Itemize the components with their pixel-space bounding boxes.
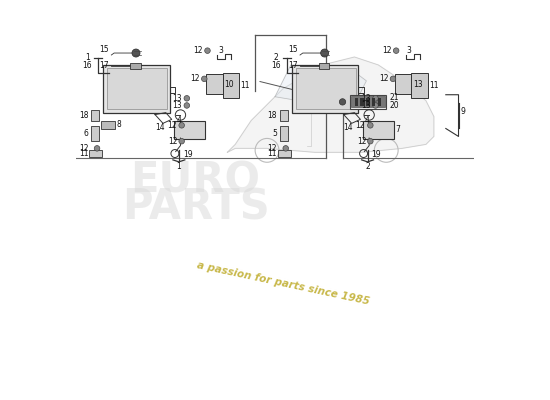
Text: 6: 6 (84, 129, 89, 138)
Text: 11: 11 (240, 81, 250, 90)
FancyBboxPatch shape (90, 150, 102, 158)
Text: 18: 18 (267, 111, 277, 120)
Circle shape (390, 76, 396, 82)
Text: 15: 15 (100, 44, 109, 54)
Text: 13: 13 (413, 80, 422, 88)
Text: 20: 20 (389, 100, 399, 110)
Circle shape (205, 48, 210, 54)
Text: a passion for parts since 1985: a passion for parts since 1985 (196, 260, 370, 307)
Text: 16: 16 (82, 61, 92, 70)
Circle shape (94, 146, 100, 151)
Text: 13: 13 (172, 94, 182, 103)
Polygon shape (292, 65, 359, 113)
FancyBboxPatch shape (91, 126, 99, 141)
Text: 4: 4 (365, 116, 370, 125)
Text: 13: 13 (361, 94, 370, 103)
Circle shape (184, 103, 190, 108)
Circle shape (179, 138, 184, 144)
Polygon shape (275, 65, 315, 101)
Text: 12: 12 (167, 121, 177, 130)
Text: 1: 1 (85, 53, 90, 62)
Text: 12: 12 (356, 121, 365, 130)
FancyBboxPatch shape (363, 120, 394, 139)
Circle shape (393, 48, 399, 54)
Text: 11: 11 (79, 149, 89, 158)
Circle shape (373, 96, 378, 101)
Circle shape (367, 138, 373, 144)
Text: 12: 12 (382, 46, 392, 55)
Text: 12: 12 (267, 144, 277, 153)
Text: 2: 2 (365, 162, 370, 171)
Text: 12: 12 (193, 46, 203, 55)
Text: 3: 3 (218, 46, 223, 55)
Text: 11: 11 (429, 81, 438, 90)
Text: 12: 12 (379, 74, 388, 83)
FancyBboxPatch shape (280, 110, 288, 121)
Text: PARTS: PARTS (122, 187, 270, 229)
FancyBboxPatch shape (318, 62, 329, 68)
Polygon shape (103, 65, 170, 113)
Circle shape (184, 96, 190, 101)
Text: 1: 1 (177, 162, 182, 171)
Circle shape (367, 122, 373, 128)
Text: 9: 9 (461, 107, 466, 116)
FancyBboxPatch shape (174, 120, 206, 139)
Text: 15: 15 (288, 44, 298, 54)
FancyBboxPatch shape (372, 98, 376, 106)
Polygon shape (107, 68, 167, 110)
Circle shape (373, 103, 378, 108)
Polygon shape (227, 57, 434, 152)
Circle shape (132, 49, 140, 57)
FancyBboxPatch shape (350, 95, 386, 109)
Text: 12: 12 (79, 144, 89, 153)
Text: 13: 13 (361, 101, 370, 110)
FancyBboxPatch shape (223, 73, 239, 98)
Text: 14: 14 (344, 123, 353, 132)
FancyBboxPatch shape (206, 74, 223, 94)
Circle shape (321, 49, 329, 57)
FancyBboxPatch shape (394, 74, 412, 94)
Text: 12: 12 (168, 137, 178, 146)
Text: 3: 3 (407, 46, 412, 55)
FancyBboxPatch shape (360, 98, 364, 106)
Text: 13: 13 (172, 101, 182, 110)
Text: 14: 14 (155, 123, 164, 132)
Text: 8: 8 (116, 120, 121, 130)
Text: EURO: EURO (130, 159, 261, 201)
Text: 16: 16 (271, 61, 280, 70)
Circle shape (283, 146, 289, 151)
Text: 5: 5 (272, 129, 277, 138)
Text: 12: 12 (190, 74, 200, 83)
FancyBboxPatch shape (411, 73, 428, 98)
FancyBboxPatch shape (280, 126, 288, 141)
FancyBboxPatch shape (101, 121, 115, 129)
Text: 17: 17 (100, 61, 109, 70)
Text: 4: 4 (177, 116, 182, 125)
Text: 12: 12 (357, 137, 366, 146)
Text: 2: 2 (273, 53, 278, 62)
FancyBboxPatch shape (278, 150, 291, 158)
Circle shape (201, 76, 207, 82)
FancyBboxPatch shape (355, 98, 359, 106)
Text: 19: 19 (372, 150, 381, 159)
Text: 17: 17 (288, 61, 298, 70)
Text: 19: 19 (183, 150, 192, 159)
FancyBboxPatch shape (91, 110, 99, 121)
Text: 7: 7 (395, 125, 400, 134)
Text: 21: 21 (389, 93, 399, 102)
Text: 11: 11 (267, 149, 277, 158)
FancyBboxPatch shape (378, 98, 382, 106)
FancyBboxPatch shape (130, 62, 141, 68)
Polygon shape (296, 68, 356, 110)
Polygon shape (334, 69, 366, 105)
FancyBboxPatch shape (366, 98, 370, 106)
Circle shape (179, 122, 184, 128)
Text: 10: 10 (224, 80, 234, 88)
FancyBboxPatch shape (351, 96, 386, 108)
Text: 18: 18 (79, 111, 89, 120)
Circle shape (339, 99, 346, 105)
